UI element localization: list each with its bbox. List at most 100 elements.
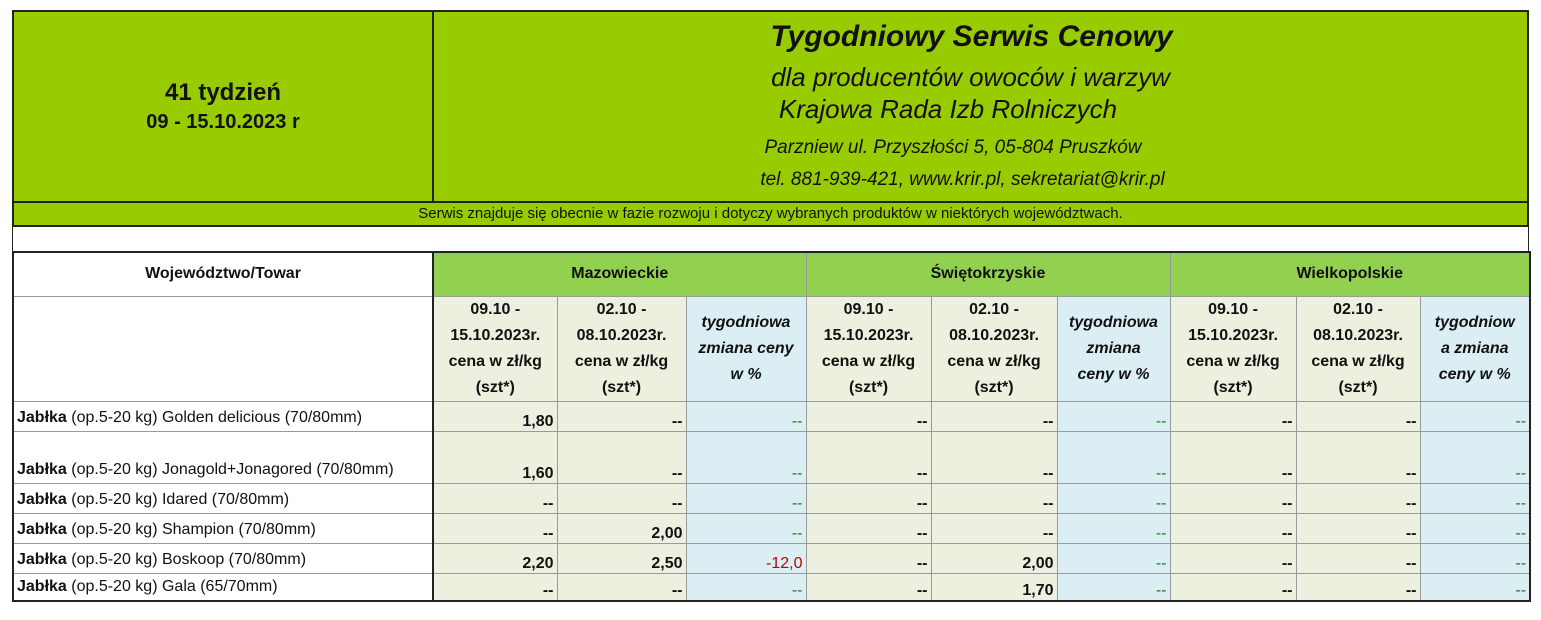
- header-text: cena w zł/kg: [574, 352, 669, 370]
- table-row: Jabłka (op.5-20 kg) Boskoop (70/80mm) 2,2…: [12, 542, 1531, 574]
- corner-label: Województwo/Towar: [12, 251, 434, 297]
- change-cell: --: [1056, 572, 1171, 601]
- contact-line: tel. 881-939-421, www.krir.pl, sekretari…: [760, 169, 1165, 190]
- price-cell: --: [805, 542, 932, 574]
- header-text: 09.10 -: [470, 300, 521, 318]
- header-text: zmiana ceny: [698, 339, 794, 357]
- change-cell: --: [685, 430, 807, 484]
- development-note: Serwis znajduje się obecnie w fazie rozw…: [12, 203, 1529, 227]
- col-previous-price: 02.10 - 08.10.2023r. cena w zł/kg (szt*): [1295, 295, 1421, 402]
- corner-empty-cell: [12, 295, 434, 402]
- price-cell: 2,20: [432, 542, 558, 574]
- table-row: Jabłka (op.5-20 kg) Idared (70/80mm) -- --…: [12, 482, 1531, 514]
- product-name: Jabłka (op.5-20 kg) Idared (70/80mm): [12, 482, 434, 514]
- product-name-detail: (op.5-20 kg) Golden delicious (70/80mm): [66, 408, 363, 426]
- header-text: (szt*): [601, 378, 642, 396]
- header-text: cena w zł/kg: [448, 352, 542, 370]
- change-cell: --: [1056, 400, 1171, 432]
- change-cell: -12,0: [685, 542, 807, 574]
- price-cell: --: [805, 512, 932, 544]
- product-name: Jabłka (op.5-20 kg) Jonagold+Jonagored (…: [12, 430, 434, 484]
- region-swietokrzyskie: Świętokrzyskie: [805, 251, 1171, 297]
- change-cell: --: [1056, 512, 1171, 544]
- product-name-detail: (op.5-20 kg) Gala (65/70mm): [66, 577, 278, 595]
- header-text: 15.10.2023r.: [1188, 326, 1278, 344]
- price-cell: --: [556, 572, 687, 601]
- price-cell: --: [556, 430, 687, 484]
- header-text: 09.10 -: [1208, 300, 1258, 318]
- price-cell: --: [805, 400, 932, 432]
- price-cell: --: [556, 400, 687, 432]
- col-current-price: 09.10 - 15.10.2023r. cena w zł/kg (szt*): [1169, 295, 1297, 402]
- price-service-sheet: 41 tydzień 09 - 15.10.2023 r Tygodniowy …: [12, 10, 1532, 602]
- table-row: Jabłka (op.5-20 kg) Gala (65/70mm) -- -- --…: [12, 572, 1531, 601]
- price-cell: 1,80: [432, 400, 558, 432]
- price-cell: 2,00: [556, 512, 687, 544]
- header-text: 08.10.2023r.: [949, 326, 1039, 344]
- change-cell: --: [1419, 572, 1531, 601]
- header-text: tygodniowa: [1069, 313, 1158, 331]
- product-name-bold: Jabłka: [17, 408, 67, 426]
- header-text: ceny w %: [1077, 365, 1150, 383]
- header-text: cena w zł/kg: [1186, 352, 1280, 370]
- product-name-bold: Jabłka: [17, 490, 67, 508]
- price-cell: --: [432, 572, 558, 601]
- header-text: cena w zł/kg: [821, 352, 916, 370]
- price-cell: --: [1295, 542, 1421, 574]
- header-text: 09.10 -: [843, 300, 894, 318]
- page-subtitle: dla producentów owoców i warzyw: [771, 62, 1170, 92]
- product-name: Jabłka (op.5-20 kg) Shampion (70/80mm): [12, 512, 434, 544]
- product-name: Jabłka (op.5-20 kg) Golden delicious (70…: [12, 400, 434, 432]
- product-name-detail: (op.5-20 kg) Idared (70/80mm): [66, 490, 290, 508]
- table-row: Jabłka (op.5-20 kg) Jonagold+Jonagored (…: [12, 430, 1531, 484]
- product-name-detail: (op.5-20 kg) Jonagold+Jonagored (70/80mm…: [66, 460, 394, 478]
- price-cell: --: [805, 430, 932, 484]
- price-cell: 2,00: [930, 542, 1058, 574]
- change-cell: --: [1056, 542, 1171, 574]
- price-cell: --: [930, 512, 1058, 544]
- address-line: Parzniew ul. Przyszłości 5, 05-804 Prusz…: [764, 137, 1142, 158]
- header-text: 15.10.2023r.: [450, 326, 541, 344]
- region-header-row: Województwo/Towar Mazowieckie Świętokrzy…: [12, 251, 1531, 297]
- change-cell: --: [1419, 512, 1531, 544]
- col-weekly-change: tygodniowa zmiana ceny w %: [685, 295, 807, 402]
- change-cell: --: [1419, 482, 1531, 514]
- price-cell: --: [1169, 512, 1297, 544]
- price-cell: --: [1295, 430, 1421, 484]
- header-text: tygodniowa: [701, 313, 791, 331]
- header-text: 15.10.2023r.: [823, 326, 914, 344]
- col-current-price: 09.10 - 15.10.2023r. cena w zł/kg (szt*): [432, 295, 558, 402]
- table-row: Jabłka (op.5-20 kg) Shampion (70/80mm) --…: [12, 512, 1531, 544]
- price-cell: --: [1295, 512, 1421, 544]
- price-cell: --: [930, 430, 1058, 484]
- product-rows: Jabłka (op.5-20 kg) Golden delicious (70…: [12, 400, 1531, 601]
- col-weekly-change: tygodniow a zmiana ceny w %: [1419, 295, 1531, 402]
- header-text: 08.10.2023r.: [1313, 326, 1403, 344]
- region-wielkopolskie: Wielkopolskie: [1169, 251, 1531, 297]
- col-previous-price: 02.10 - 08.10.2023r. cena w zł/kg (szt*): [556, 295, 687, 402]
- price-cell: --: [432, 512, 558, 544]
- product-name-detail: (op.5-20 kg) Boskoop (70/80mm): [66, 550, 307, 568]
- header-text: 02.10 -: [969, 300, 1019, 318]
- price-table: Województwo/Towar Mazowieckie Świętokrzy…: [12, 251, 1532, 602]
- product-name-bold: Jabłka: [17, 577, 67, 595]
- header-text: 02.10 -: [1333, 300, 1383, 318]
- price-cell: 1,70: [930, 572, 1058, 601]
- header-text: 08.10.2023r.: [576, 326, 667, 344]
- header-text: 02.10 -: [596, 300, 647, 318]
- price-cell: --: [1169, 542, 1297, 574]
- price-cell: --: [1169, 572, 1297, 601]
- price-cell: --: [805, 572, 932, 601]
- organization-name: Krajowa Rada Izb Rolniczych: [778, 94, 1118, 124]
- price-cell: --: [432, 482, 558, 514]
- col-weekly-change: tygodniowa zmiana ceny w %: [1056, 295, 1171, 402]
- price-cell: --: [1295, 400, 1421, 432]
- change-cell: --: [685, 572, 807, 601]
- week-number: 41 tydzień: [164, 78, 282, 106]
- week-box: 41 tydzień 09 - 15.10.2023 r: [14, 12, 434, 201]
- price-cell: --: [1295, 572, 1421, 601]
- header-text: (szt*): [1213, 378, 1253, 396]
- header-text: cena w zł/kg: [947, 352, 1041, 370]
- header-text: w %: [730, 365, 762, 383]
- product-name-bold: Jabłka: [17, 460, 67, 478]
